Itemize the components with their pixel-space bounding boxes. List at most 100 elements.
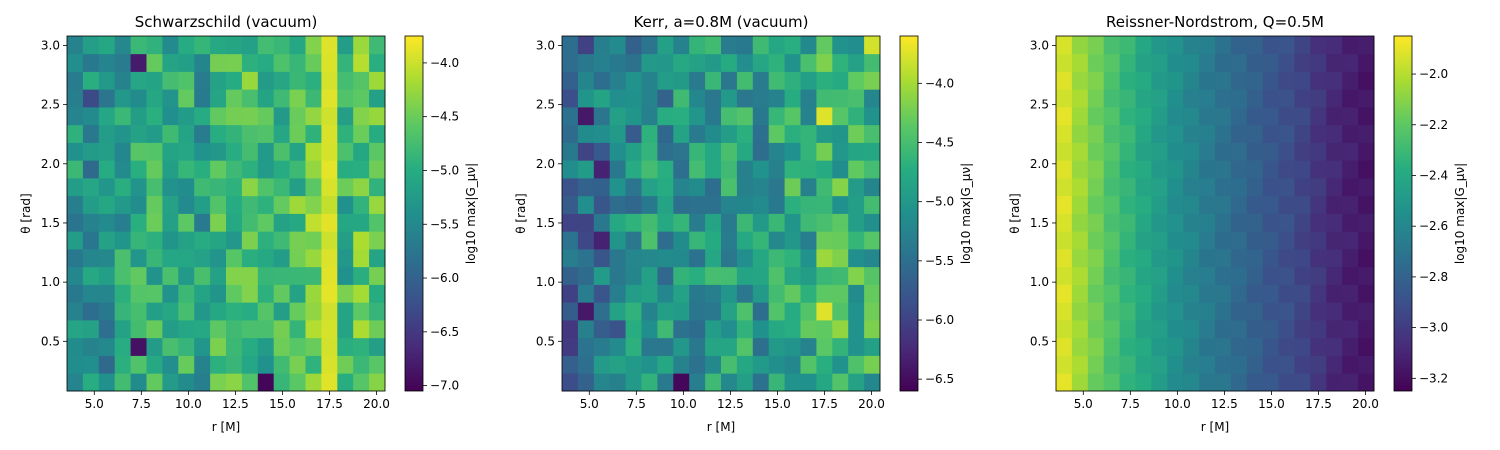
heatmap-cell: [609, 53, 626, 72]
heatmap-cell: [641, 107, 658, 126]
heatmap-cell: [1056, 355, 1073, 374]
heatmap-cell: [1326, 124, 1343, 143]
heatmap-cell: [657, 320, 674, 339]
heatmap-cell: [130, 302, 147, 321]
heatmap-cell: [736, 36, 754, 55]
heatmap-cell: [1056, 160, 1073, 179]
heatmap-cell: [832, 195, 849, 214]
heatmap-cell: [1071, 160, 1089, 179]
heatmap-cell: [1071, 178, 1089, 197]
heatmap-cell: [1358, 320, 1375, 339]
heatmap-cell: [1199, 284, 1216, 303]
heatmap-cell: [1087, 195, 1105, 214]
heatmap-cell: [305, 36, 322, 55]
heatmap-cell: [353, 266, 370, 285]
heatmap-cell: [1294, 178, 1311, 197]
heatmap-cell: [226, 373, 243, 392]
heatmap-cell: [1326, 36, 1343, 55]
heatmap-cell: [1358, 107, 1375, 126]
heatmap-cell: [305, 53, 322, 72]
heatmap-cell: [848, 160, 865, 179]
heatmap-cell: [800, 213, 817, 232]
heatmap-cell: [1071, 36, 1089, 55]
heatmap-cell: [641, 355, 658, 374]
x-axis-label: r [M]: [707, 420, 735, 434]
heatmap-cell: [1358, 213, 1375, 232]
x-tick-label: 15.0: [1258, 397, 1285, 411]
heatmap-cell: [657, 71, 674, 90]
heatmap-cell: [226, 124, 243, 143]
heatmap-cell: [832, 142, 849, 161]
heatmap-cell: [1215, 213, 1232, 232]
heatmap-cell: [210, 320, 227, 339]
heatmap-cell: [1262, 320, 1279, 339]
heatmap-cell: [864, 284, 881, 303]
heatmap-cell: [705, 89, 722, 108]
heatmap-cell: [577, 249, 595, 268]
chart-title: Kerr, a=0.8M (vacuum): [634, 13, 809, 31]
heatmap-cell: [1310, 124, 1327, 143]
heatmap-cell: [689, 355, 706, 374]
heatmap-cell: [241, 160, 259, 179]
heatmap-cell: [82, 71, 100, 90]
heatmap-cell: [1199, 302, 1216, 321]
heatmap-cell: [1167, 266, 1184, 285]
heatmap-cell: [848, 178, 865, 197]
heatmap-cell: [1167, 178, 1184, 197]
heatmap-cell: [673, 355, 690, 374]
heatmap-cell: [673, 302, 690, 321]
heatmap-cell: [1310, 195, 1327, 214]
colorbar-tick-label: −2.2: [1419, 118, 1448, 132]
heatmap-cell: [82, 231, 100, 250]
heatmap-cell: [721, 320, 738, 339]
heatmap-cell: [1310, 160, 1327, 179]
heatmap-cell: [800, 231, 817, 250]
heatmap-cell: [146, 53, 163, 72]
heatmap-cell: [353, 249, 370, 268]
heatmap-cell: [1358, 373, 1375, 392]
heatmap-cell: [1278, 89, 1295, 108]
heatmap-cell: [1326, 337, 1343, 356]
heatmap-cell: [705, 284, 722, 303]
heatmap-cell: [1103, 89, 1120, 108]
heatmap-cell: [689, 195, 706, 214]
heatmap-cell: [752, 89, 770, 108]
heatmap-cell: [1183, 355, 1200, 374]
heatmap-cell: [736, 124, 754, 143]
colorbar-tick-label: −6.0: [925, 313, 954, 327]
heatmap-cell: [848, 36, 865, 55]
heatmap-cell: [226, 195, 243, 214]
heatmap-cell: [1310, 142, 1327, 161]
heatmap-cell: [1326, 71, 1343, 90]
heatmap-cell: [705, 124, 722, 143]
heatmap-cell: [848, 71, 865, 90]
heatmap-cell: [1230, 107, 1248, 126]
heatmap-cell: [194, 231, 211, 250]
heatmap-cell: [67, 124, 84, 143]
y-tick-label: 0.5: [536, 334, 555, 348]
heatmap-cell: [832, 36, 849, 55]
heatmap-cell: [705, 107, 722, 126]
heatmap-cell: [257, 302, 275, 321]
heatmap-cell: [210, 107, 227, 126]
heatmap-cell: [752, 107, 770, 126]
heatmap-cell: [705, 355, 722, 374]
heatmap-cell: [752, 71, 770, 90]
heatmap-cell: [1278, 355, 1295, 374]
heatmap-cell: [673, 195, 690, 214]
heatmap-cell: [210, 53, 227, 72]
heatmap-cell: [816, 213, 833, 232]
heatmap-cell: [768, 231, 785, 250]
heatmap-cell: [1199, 355, 1216, 374]
heatmap-cell: [369, 124, 386, 143]
heatmap-cell: [816, 373, 833, 392]
heatmap-cell: [194, 337, 211, 356]
heatmap-cell: [98, 89, 116, 108]
heatmap-cell: [1342, 89, 1359, 108]
heatmap-cell: [1119, 124, 1136, 143]
colorbar-tick-label: −5.0: [925, 195, 954, 209]
heatmap-cell: [673, 213, 690, 232]
heatmap-cell: [1278, 213, 1295, 232]
heatmap-cell: [609, 142, 626, 161]
heatmap-cell: [1326, 302, 1343, 321]
